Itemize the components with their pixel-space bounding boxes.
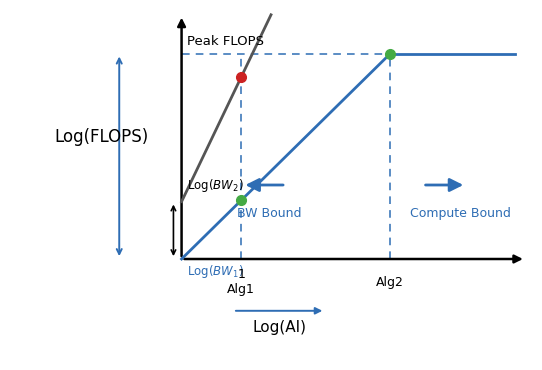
Text: Log(FLOPS): Log(FLOPS) xyxy=(54,128,149,146)
Text: Alg2: Alg2 xyxy=(376,276,404,289)
Text: Log($BW_2$): Log($BW_2$) xyxy=(187,177,244,194)
Text: Log($BW_1$): Log($BW_1$) xyxy=(187,263,244,280)
Text: Peak FLOPS: Peak FLOPS xyxy=(187,35,264,48)
Text: Log(AI): Log(AI) xyxy=(252,320,306,335)
Text: Alg1: Alg1 xyxy=(227,283,255,296)
Text: BW Bound: BW Bound xyxy=(237,207,302,220)
Text: 1: 1 xyxy=(237,268,245,281)
Text: Compute Bound: Compute Bound xyxy=(410,207,511,220)
